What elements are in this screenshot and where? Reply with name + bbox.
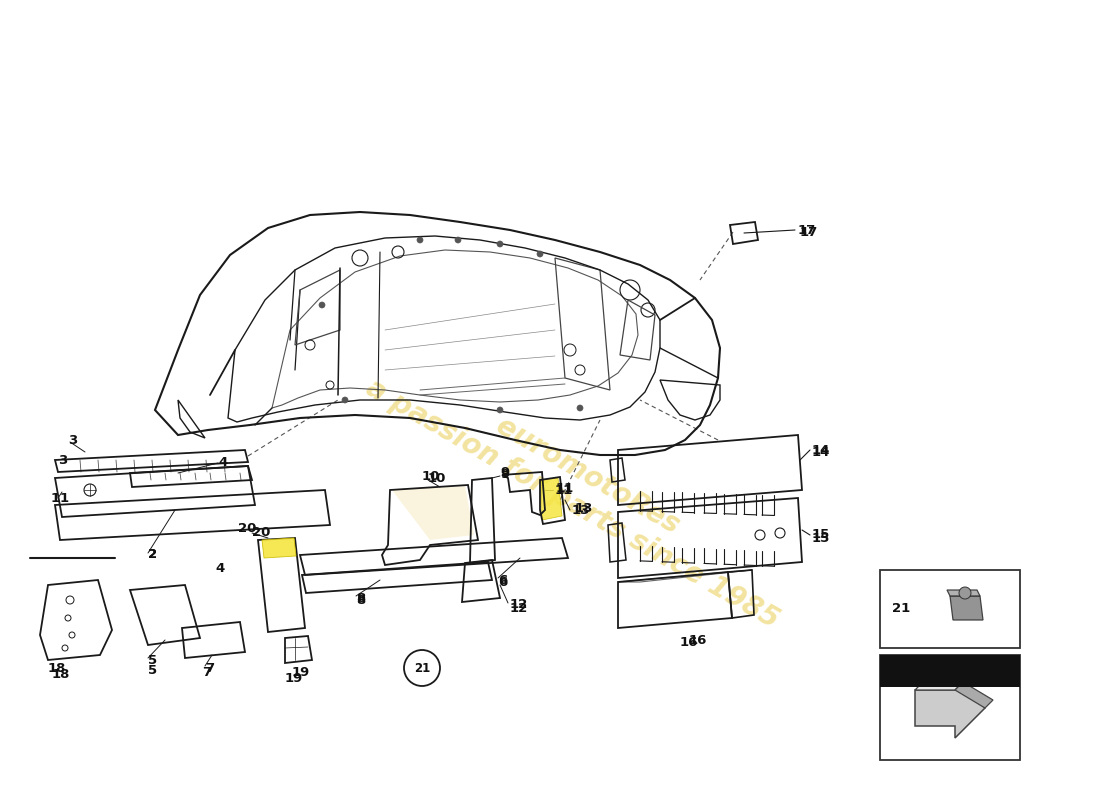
Circle shape bbox=[342, 397, 348, 403]
Text: 18: 18 bbox=[52, 669, 70, 682]
Circle shape bbox=[537, 251, 543, 257]
Text: 19: 19 bbox=[292, 666, 310, 678]
Polygon shape bbox=[915, 678, 984, 738]
Text: 16: 16 bbox=[680, 635, 698, 649]
Text: 16: 16 bbox=[689, 634, 707, 646]
Text: 6: 6 bbox=[498, 574, 507, 586]
Polygon shape bbox=[541, 478, 562, 520]
Text: 6: 6 bbox=[498, 575, 507, 589]
Text: 15: 15 bbox=[812, 531, 830, 545]
Polygon shape bbox=[950, 596, 983, 620]
Text: 5: 5 bbox=[148, 663, 157, 677]
Text: 2: 2 bbox=[148, 549, 157, 562]
Circle shape bbox=[578, 405, 583, 411]
Circle shape bbox=[497, 407, 503, 413]
Text: 14: 14 bbox=[812, 446, 830, 458]
Polygon shape bbox=[955, 682, 993, 708]
Text: 3: 3 bbox=[58, 454, 67, 466]
Text: 7: 7 bbox=[202, 666, 211, 679]
Text: 21: 21 bbox=[892, 602, 911, 614]
Text: 12: 12 bbox=[510, 598, 528, 611]
Text: 14: 14 bbox=[812, 443, 830, 457]
FancyBboxPatch shape bbox=[880, 570, 1020, 648]
Text: 3: 3 bbox=[68, 434, 77, 446]
Text: 18: 18 bbox=[48, 662, 66, 674]
Polygon shape bbox=[915, 682, 962, 690]
Text: 17: 17 bbox=[798, 223, 816, 237]
Circle shape bbox=[959, 587, 971, 599]
Text: 4: 4 bbox=[214, 562, 224, 574]
Text: 9: 9 bbox=[500, 466, 509, 478]
Text: 17: 17 bbox=[800, 226, 818, 238]
Text: 5: 5 bbox=[148, 654, 157, 666]
Text: 12: 12 bbox=[510, 602, 528, 614]
Text: 9: 9 bbox=[500, 469, 509, 482]
Text: 7: 7 bbox=[205, 662, 214, 674]
Text: 15: 15 bbox=[812, 529, 830, 542]
Text: 10: 10 bbox=[428, 471, 447, 485]
Text: 8: 8 bbox=[356, 594, 365, 606]
Text: 13: 13 bbox=[572, 503, 591, 517]
Text: 1: 1 bbox=[51, 491, 60, 505]
Text: euromotoRes
a passion for parts since 1985: euromotoRes a passion for parts since 19… bbox=[361, 346, 800, 634]
Text: 20: 20 bbox=[252, 526, 271, 538]
Text: 19: 19 bbox=[285, 671, 304, 685]
Polygon shape bbox=[392, 486, 474, 540]
Circle shape bbox=[455, 237, 461, 243]
Text: 825 02: 825 02 bbox=[921, 663, 979, 678]
Text: 8: 8 bbox=[356, 591, 365, 605]
Text: 20: 20 bbox=[238, 522, 256, 534]
Circle shape bbox=[497, 241, 503, 247]
Text: 10: 10 bbox=[422, 470, 440, 482]
Text: 1: 1 bbox=[60, 491, 69, 505]
Text: 21: 21 bbox=[414, 662, 430, 674]
Text: 11: 11 bbox=[556, 482, 574, 494]
Text: 11: 11 bbox=[556, 483, 573, 497]
Polygon shape bbox=[947, 590, 980, 596]
Text: 4: 4 bbox=[218, 455, 228, 469]
FancyBboxPatch shape bbox=[880, 655, 1020, 760]
Text: 13: 13 bbox=[575, 502, 593, 514]
FancyBboxPatch shape bbox=[880, 655, 1020, 687]
Circle shape bbox=[417, 237, 424, 243]
Text: 2: 2 bbox=[148, 549, 157, 562]
Polygon shape bbox=[262, 538, 296, 558]
Circle shape bbox=[319, 302, 324, 308]
